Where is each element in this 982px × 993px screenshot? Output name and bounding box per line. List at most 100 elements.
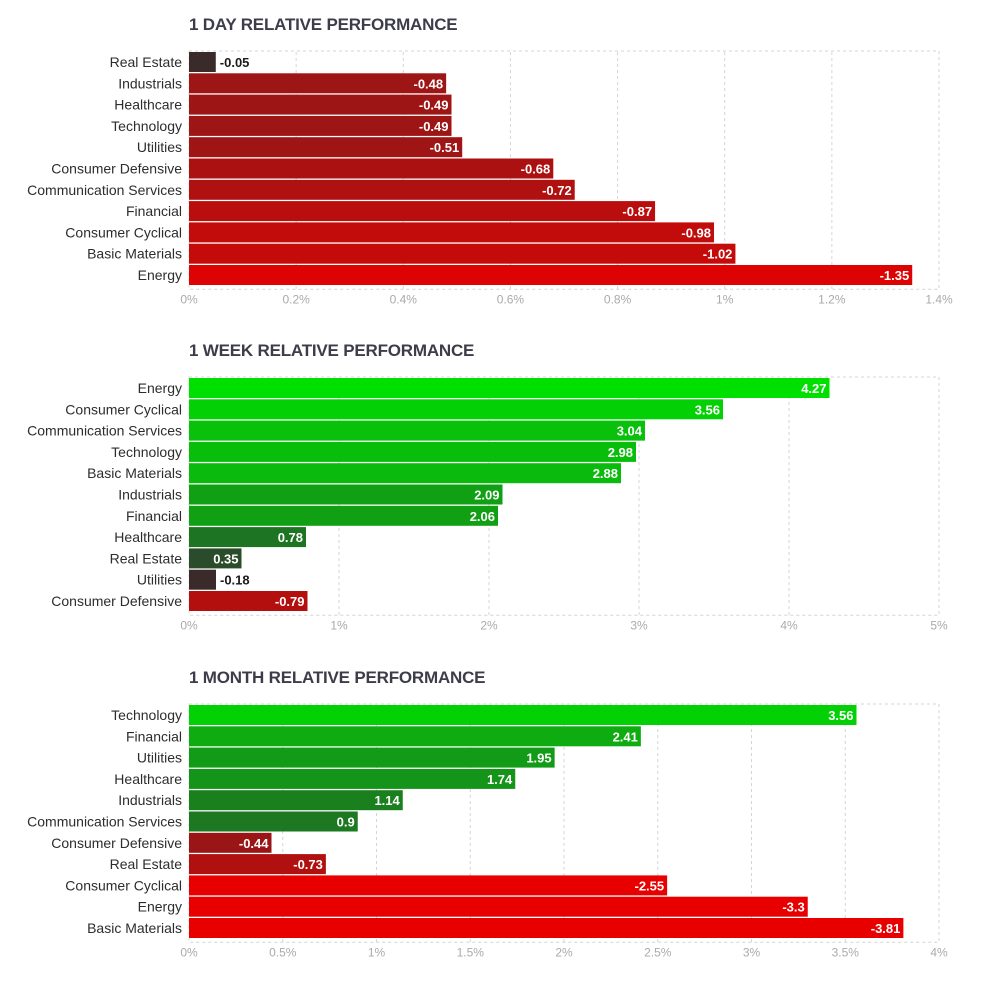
tick-label: 3.5% — [832, 945, 860, 959]
chart-1-week: 0% 1% 2% 3% 4% 5% Energy 4.27 Consumer Cyclical 3… — [27, 376, 948, 632]
bar-basic-materials — [189, 463, 621, 484]
tick-label: 0.4% — [390, 292, 418, 306]
tick-label: 1.5% — [457, 945, 485, 959]
value-label-energy: -1.35 — [880, 268, 910, 283]
bar-energy — [189, 265, 913, 285]
value-label-consumer-defensive: -0.68 — [521, 162, 551, 177]
category-label-consumer-cyclical: Consumer Cyclical — [65, 877, 182, 893]
category-label-communication-services: Communication Services — [27, 423, 182, 439]
value-label-communication-services: 0.9 — [337, 815, 355, 830]
tick-label: 0.6% — [497, 292, 525, 306]
tick-label: 5% — [930, 618, 948, 632]
plot-frame — [188, 50, 940, 290]
category-label-industrials: Industrials — [118, 487, 182, 503]
value-label-technology: -0.49 — [419, 119, 449, 134]
tick-label: 1.2% — [818, 292, 846, 306]
value-label-utilities: -0.51 — [430, 140, 460, 155]
category-label-consumer-defensive: Consumer Defensive — [51, 161, 182, 177]
category-label-utilities: Utilities — [137, 750, 182, 766]
bar-technology — [189, 441, 636, 462]
category-label-financial: Financial — [126, 203, 182, 219]
value-label-financial: 2.06 — [470, 509, 495, 524]
chart-title-1-day: 1 DAY RELATIVE PERFORMANCE — [189, 15, 458, 34]
bar-energy — [189, 378, 830, 398]
tick-label: 3% — [743, 945, 761, 959]
bar-consumer-defensive — [189, 158, 554, 179]
bar-consumer-cyclical — [189, 399, 723, 420]
category-label-healthcare: Healthcare — [114, 97, 182, 113]
tick-label: 3% — [630, 618, 648, 632]
category-label-communication-services: Communication Services — [27, 814, 182, 830]
bar-healthcare — [189, 527, 306, 548]
value-label-consumer-cyclical: 3.56 — [695, 402, 720, 417]
value-label-consumer-cyclical: -0.98 — [681, 225, 711, 240]
bar-financial — [189, 201, 656, 222]
category-label-real-estate: Real Estate — [110, 856, 183, 872]
category-label-real-estate: Real Estate — [110, 54, 183, 70]
category-label-consumer-cyclical: Consumer Cyclical — [65, 401, 182, 417]
tick-label: 0% — [180, 292, 198, 306]
category-label-technology: Technology — [111, 118, 182, 134]
bar-technology — [189, 115, 452, 136]
value-label-communication-services: -0.72 — [542, 183, 572, 198]
value-label-technology: 2.98 — [608, 445, 633, 460]
category-label-communication-services: Communication Services — [27, 182, 182, 198]
bar-utilities — [189, 747, 555, 768]
value-label-financial: 2.41 — [613, 729, 638, 744]
category-label-consumer-cyclical: Consumer Cyclical — [65, 224, 182, 240]
bar-real-estate — [189, 548, 242, 569]
chart-title-1-week: 1 WEEK RELATIVE PERFORMANCE — [189, 341, 475, 360]
chart-title-1-month: 1 MONTH RELATIVE PERFORMANCE — [189, 668, 486, 687]
tick-label: 0% — [180, 618, 198, 632]
category-label-healthcare: Healthcare — [114, 771, 182, 787]
category-label-financial: Financial — [126, 508, 182, 524]
category-label-utilities: Utilities — [137, 572, 182, 588]
tick-label: 0.8% — [604, 292, 632, 306]
value-label-industrials: 1.14 — [374, 793, 400, 808]
bar-consumer-cyclical — [189, 222, 714, 243]
tick-label: 2.5% — [644, 945, 672, 959]
tick-label: 1.4% — [925, 292, 953, 306]
plot-frame — [188, 376, 940, 616]
category-label-financial: Financial — [126, 728, 182, 744]
tick-label: 2% — [480, 618, 498, 632]
tick-label: 4% — [780, 618, 798, 632]
value-label-consumer-cyclical: -2.55 — [634, 878, 664, 893]
category-label-basic-materials: Basic Materials — [87, 465, 182, 481]
tick-label: 1% — [330, 618, 348, 632]
bar-real-estate — [189, 52, 216, 72]
bar-energy — [189, 896, 808, 917]
tick-label: 0.5% — [269, 945, 297, 959]
value-label-technology: 3.56 — [828, 708, 853, 723]
category-label-technology: Technology — [111, 444, 182, 460]
chart-1-month: 0% 0.5% 1% 1.5% 2% 2.5% 3% 3.5% 4% Technology 3.56… — [27, 703, 948, 959]
bar-industrials — [189, 790, 403, 811]
panel-1-month: 1 MONTH RELATIVE PERFORMANCE 0% 0.5% 1% 1.5… — [0, 668, 982, 968]
tick-label: 1% — [368, 945, 386, 959]
value-label-healthcare: -0.49 — [419, 98, 449, 113]
value-label-energy: -3.3 — [782, 900, 804, 915]
bar-industrials — [189, 73, 447, 94]
category-label-energy: Energy — [138, 380, 182, 396]
value-label-real-estate: -0.73 — [293, 857, 323, 872]
bar-communication-services — [189, 420, 645, 441]
category-label-real-estate: Real Estate — [110, 550, 183, 566]
bar-communication-services — [189, 179, 575, 200]
value-label-consumer-defensive: -0.79 — [275, 594, 305, 609]
panel-1-day: 1 DAY RELATIVE PERFORMANCE 0% 0.2% 0.4% 0.6… — [0, 15, 982, 315]
bar-consumer-cyclical — [189, 875, 668, 896]
bar-real-estate — [189, 854, 326, 875]
bar-healthcare — [189, 768, 516, 789]
category-label-technology: Technology — [111, 707, 182, 723]
bar-industrials — [189, 484, 503, 505]
category-label-consumer-defensive: Consumer Defensive — [51, 593, 182, 609]
bar-communication-services — [189, 811, 358, 832]
value-label-basic-materials: -1.02 — [703, 247, 733, 262]
category-label-utilities: Utilities — [137, 139, 182, 155]
value-label-utilities: -0.18 — [220, 573, 250, 588]
category-label-basic-materials: Basic Materials — [87, 246, 182, 262]
bar-utilities — [189, 569, 216, 590]
bar-consumer-defensive — [189, 832, 272, 853]
value-label-consumer-defensive: -0.44 — [239, 836, 269, 851]
value-label-communication-services: 3.04 — [617, 424, 643, 439]
